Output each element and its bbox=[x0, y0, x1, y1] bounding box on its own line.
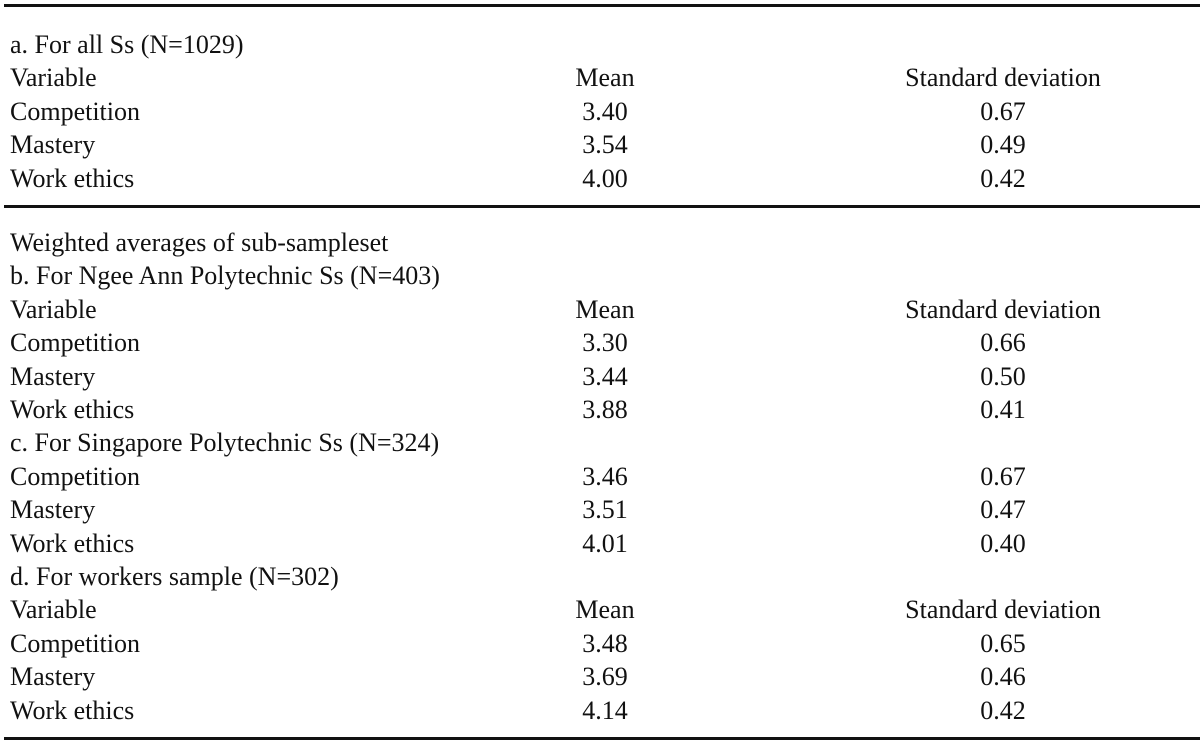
data-row-cell: 3.44 bbox=[582, 361, 628, 391]
data-row-cell: 4.14 bbox=[582, 695, 628, 725]
data-row-cell: 3.51 bbox=[582, 495, 628, 525]
data-row-cell: 0.66 bbox=[980, 328, 1026, 358]
data-row-cell: 3.88 bbox=[582, 395, 628, 424]
header-cell: Standard deviation bbox=[905, 294, 1101, 324]
data-row-cell: Mastery bbox=[10, 495, 96, 525]
data-row-cell: Competition bbox=[10, 328, 140, 358]
data-row-cell: Mastery bbox=[10, 130, 96, 160]
data-row-cell: Work ethics bbox=[10, 163, 135, 193]
header-cell: Standard deviation bbox=[905, 63, 1101, 93]
rule bbox=[4, 205, 1200, 208]
data-row-cell: Work ethics bbox=[10, 695, 135, 725]
data-row-cell: 0.50 bbox=[980, 361, 1026, 391]
header-cell: Standard deviation bbox=[905, 595, 1101, 625]
data-row-cell: 3.54 bbox=[582, 130, 628, 160]
data-row-cell: 0.67 bbox=[980, 461, 1026, 491]
data-row-cell: 4.01 bbox=[582, 528, 628, 558]
header-cell: Variable bbox=[10, 294, 97, 324]
data-row-cell: Competition bbox=[10, 461, 140, 491]
data-row-cell: 0.47 bbox=[980, 495, 1026, 525]
data-row-cell: 0.46 bbox=[980, 662, 1026, 692]
data-row-cell: 3.40 bbox=[582, 96, 628, 126]
section-note: Weighted averages of sub-sampleset bbox=[10, 228, 389, 257]
data-row-cell: 0.49 bbox=[980, 130, 1026, 160]
rule bbox=[4, 737, 1200, 740]
header-cell: Mean bbox=[575, 63, 635, 93]
data-row-cell: 3.48 bbox=[582, 628, 628, 658]
data-row-cell: 0.42 bbox=[980, 163, 1026, 193]
section-title: c. For Singapore Polytechnic Ss (N=324) bbox=[10, 428, 440, 458]
header-cell: Mean bbox=[575, 595, 635, 625]
data-row-cell: Work ethics bbox=[10, 395, 135, 424]
data-row-cell: 0.41 bbox=[980, 395, 1026, 424]
data-row-cell: 3.30 bbox=[582, 328, 628, 358]
section-title: b. For Ngee Ann Polytechnic Ss (N=403) bbox=[10, 261, 440, 291]
section-title: d. For workers sample (N=302) bbox=[10, 562, 339, 591]
data-row-cell: 3.46 bbox=[582, 461, 628, 491]
data-row-cell: 0.67 bbox=[980, 96, 1026, 126]
header-cell: Mean bbox=[575, 294, 635, 324]
data-row-cell: Work ethics bbox=[10, 528, 135, 558]
section-title: a. For all Ss (N=1029) bbox=[10, 30, 244, 59]
data-row-cell: 3.69 bbox=[582, 662, 628, 692]
data-row-cell: 0.65 bbox=[980, 628, 1026, 658]
data-row-cell: 0.42 bbox=[980, 695, 1026, 725]
rule bbox=[4, 4, 1200, 7]
data-row-cell: Competition bbox=[10, 628, 140, 658]
data-row-cell: 4.00 bbox=[582, 163, 628, 193]
header-cell: Variable bbox=[10, 595, 97, 625]
data-row-cell: Competition bbox=[10, 96, 140, 126]
data-row-cell: Mastery bbox=[10, 662, 96, 692]
data-row-cell: Mastery bbox=[10, 361, 96, 391]
data-row-cell: 0.40 bbox=[980, 528, 1026, 558]
header-cell: Variable bbox=[10, 63, 97, 93]
